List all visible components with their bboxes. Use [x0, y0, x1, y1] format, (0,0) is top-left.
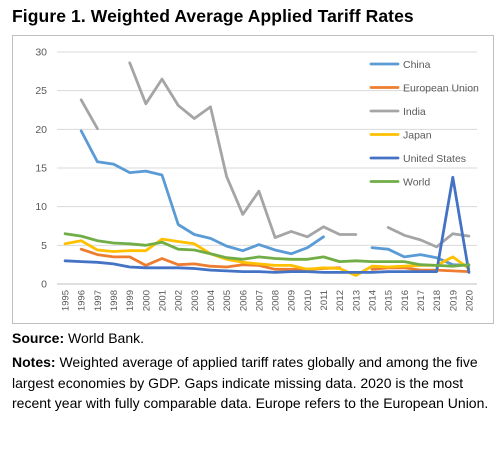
notes-paragraph: Notes: Weighted average of applied tarif…: [12, 352, 496, 414]
legend-item-japan: Japan: [369, 129, 432, 141]
legend-label: India: [403, 106, 426, 118]
y-tick-label: 10: [35, 201, 47, 213]
x-tick-label: 2003: [190, 290, 201, 311]
x-tick-label: 2020: [464, 290, 475, 311]
series-united-states: [63, 175, 471, 274]
x-tick-label: 2008: [271, 290, 282, 311]
legend-label: United States: [403, 153, 466, 165]
series-line-european-union: [79, 247, 342, 271]
y-tick-label: 0: [41, 279, 47, 291]
legend-item-united-states: United States: [369, 153, 466, 165]
legend-label: European Union: [403, 82, 479, 94]
x-axis-ticks: 1995 1996 1997 1998 1999 2000 2001 2002 2003 2004…: [61, 290, 476, 311]
source-line: Source: World Bank.: [12, 330, 144, 346]
legend-item-european-union: European Union: [369, 82, 479, 94]
series-line-china: [370, 246, 471, 267]
x-tick-label: 1995: [61, 290, 72, 311]
legend-label: Japan: [403, 129, 432, 141]
x-tick-label: 1997: [93, 290, 104, 311]
y-tick-label: 20: [35, 124, 47, 136]
y-tick-label: 15: [35, 163, 47, 175]
legend-label: World: [403, 176, 430, 188]
chart-frame: 0 5 10 15 20 25 30 1995 1996 1997 1998 1999 2000 200…: [12, 35, 494, 324]
series-line-india: [386, 226, 471, 249]
series-line-china: [79, 129, 325, 256]
x-tick-label: 2017: [416, 290, 427, 311]
legend-label: China: [403, 59, 431, 71]
x-tick-label: 2016: [400, 290, 411, 311]
legend-item-world: World: [369, 176, 430, 188]
series-line-united-states: [63, 175, 471, 274]
y-tick-label: 5: [41, 240, 47, 252]
notes-label: Notes:: [12, 354, 56, 370]
notes-text: Weighted average of applied tariff rates…: [12, 354, 489, 411]
x-tick-label: 2000: [141, 290, 152, 311]
x-tick-label: 2011: [319, 290, 330, 310]
x-tick-label: 2007: [254, 290, 265, 311]
series-line-india: [79, 98, 99, 130]
legend: China European Union India Japan United Stat…: [369, 59, 479, 188]
x-tick-label: 1998: [109, 290, 120, 311]
x-tick-label: 2001: [158, 290, 169, 311]
x-tick-label: 2004: [206, 290, 217, 311]
x-tick-label: 2005: [222, 290, 233, 311]
series-world: [63, 232, 471, 268]
x-tick-label: 2018: [432, 290, 443, 311]
series-india: [79, 61, 471, 249]
x-tick-label: 2006: [238, 290, 249, 311]
tariff-line-chart: 0 5 10 15 20 25 30 1995 1996 1997 1998 1999 2000 200…: [35, 47, 479, 312]
legend-item-india: India: [369, 106, 426, 118]
series-line-world: [63, 232, 471, 268]
x-tick-label: 2002: [174, 290, 185, 311]
gridlines: [57, 51, 477, 285]
figure-title: Figure 1. Weighted Average Applied Tarif…: [12, 6, 414, 26]
y-tick-label: 25: [35, 85, 47, 97]
source-label: Source:: [12, 330, 65, 346]
x-tick-label: 1999: [125, 290, 136, 311]
x-tick-label: 2015: [384, 290, 395, 311]
series-japan: [63, 237, 471, 277]
source-text: World Bank.: [64, 330, 145, 346]
x-tick-label: 2014: [368, 290, 379, 311]
y-axis-ticks: 0 5 10 15 20 25 30: [35, 47, 47, 291]
series-lines: [63, 61, 471, 277]
x-tick-label: 1996: [77, 290, 88, 311]
x-tick-label: 2013: [351, 290, 362, 311]
x-tick-label: 2012: [335, 290, 346, 311]
series-line-india: [128, 61, 358, 240]
x-tick-label: 2019: [448, 290, 459, 311]
series-line-japan: [63, 237, 471, 277]
legend-item-china: China: [369, 59, 431, 71]
x-tick-label: 2009: [287, 290, 298, 311]
x-tick-label: 2010: [303, 290, 314, 311]
y-tick-label: 30: [35, 47, 47, 59]
series-china: [79, 129, 471, 267]
